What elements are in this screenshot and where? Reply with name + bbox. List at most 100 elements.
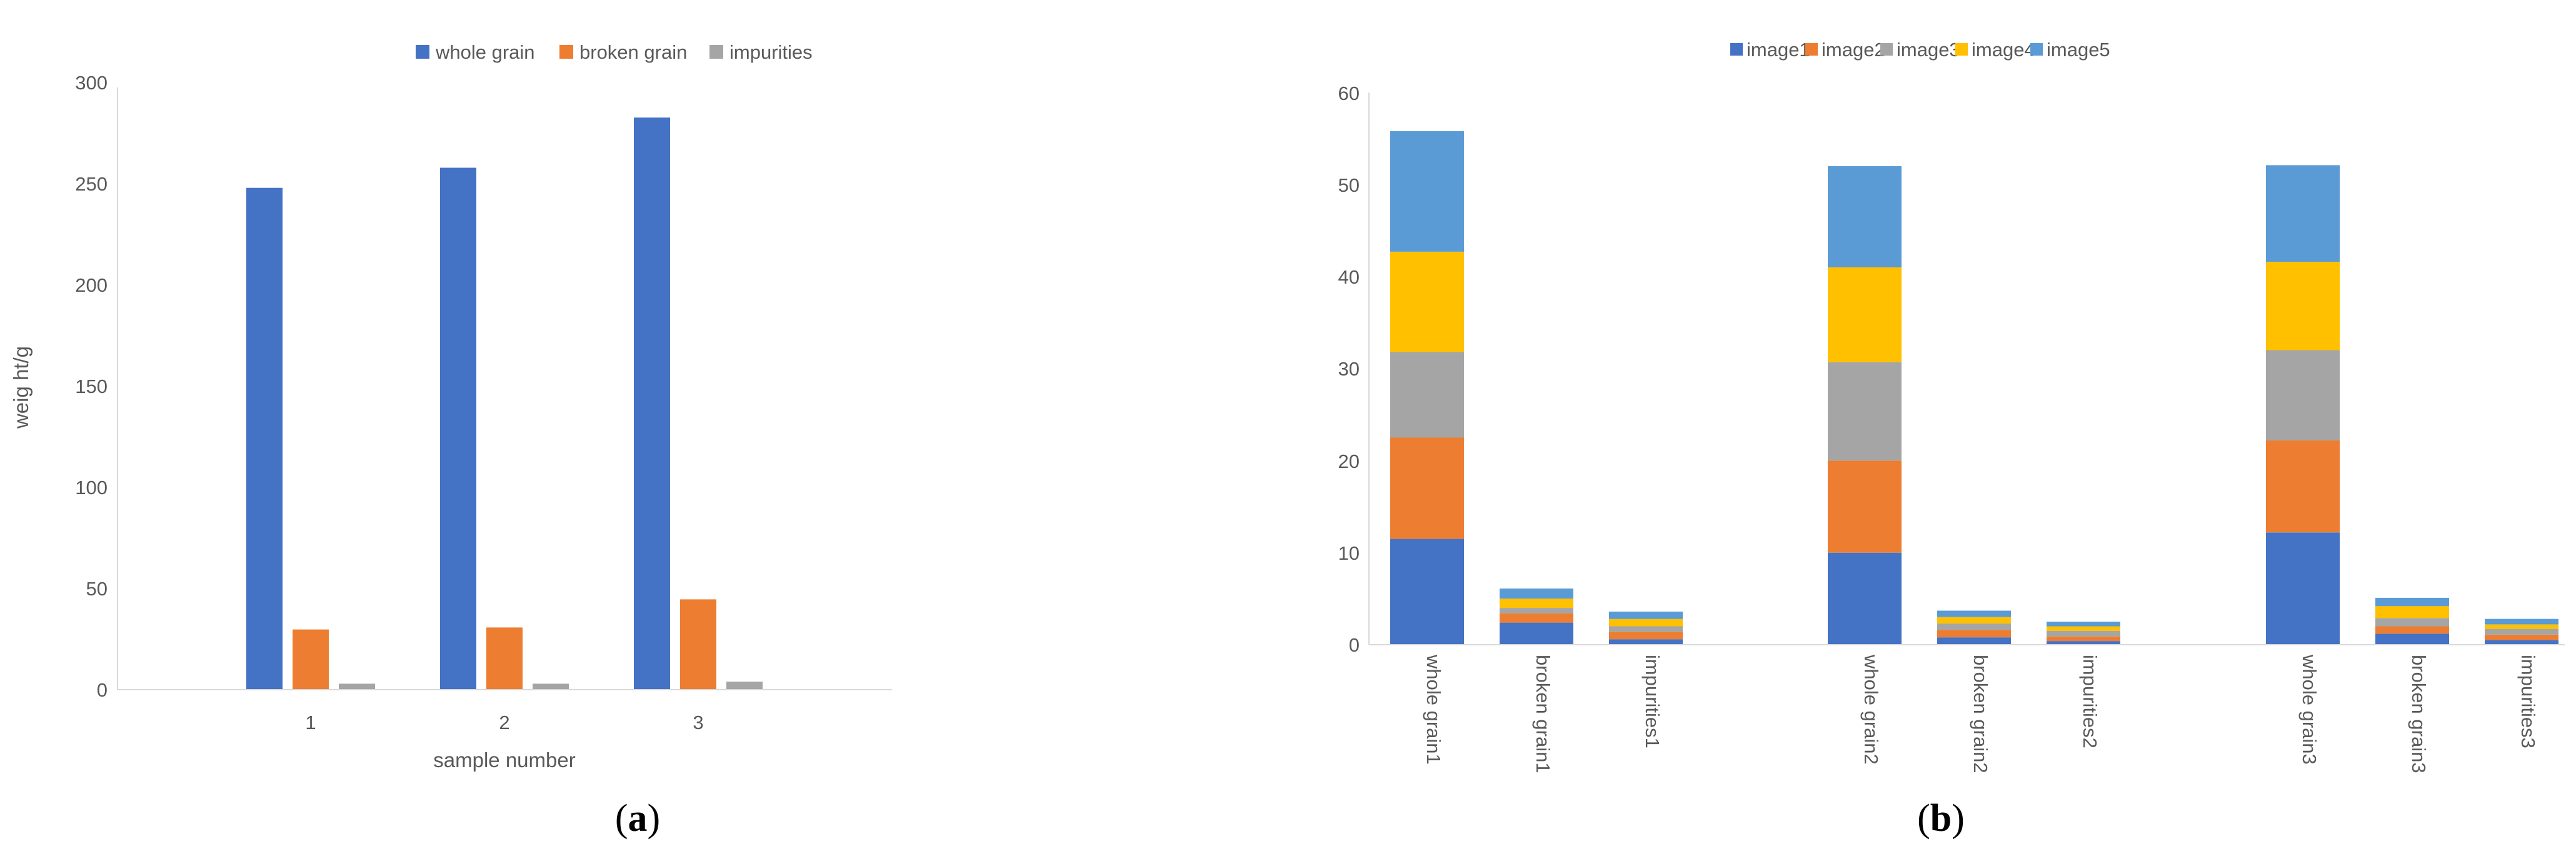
bar-whole-grain-sample-2 (440, 167, 476, 690)
panel-label-a: (a) (615, 797, 660, 840)
bar-segment-image3-impurities2 (2047, 630, 2120, 637)
bar-segment-image3-whole-grain1 (1390, 352, 1464, 438)
chart-b-bars (1390, 131, 2558, 645)
bar-segment-image2-whole-grain1 (1390, 437, 1464, 539)
bar-segment-image4-impurities3 (2485, 624, 2558, 629)
bar-segment-image4-impurities1 (1609, 618, 1683, 627)
x-tick-label: 1 (305, 712, 316, 733)
bar-segment-image2-impurities1 (1609, 632, 1683, 640)
bar-segment-image3-impurities1 (1609, 626, 1683, 632)
legend-label-image1: image1 (1747, 39, 1810, 61)
bar-segment-image2-broken-grain3 (2375, 626, 2449, 634)
bar-segment-image1-broken-grain1 (1500, 622, 1573, 645)
x-tick-label: broken grain1 (1532, 655, 1554, 773)
bar-segment-image3-whole-grain2 (1828, 362, 1902, 461)
bar-broken-grain-sample-2 (486, 627, 523, 690)
y-tick-label: 100 (75, 477, 108, 499)
legend-label-impurities: impurities (729, 41, 813, 63)
bar-segment-image4-whole-grain1 (1390, 251, 1464, 352)
chart-b-x-ticks: whole grain1 broken grain1 impurities1 w… (1423, 654, 2539, 773)
bar-segment-image2-impurities2 (2047, 636, 2120, 642)
x-tick-label: 3 (693, 712, 703, 733)
chart-a-legend: whole grain broken grain impurities (416, 41, 813, 63)
bar-impurities-sample-3 (726, 682, 763, 690)
bar-segment-image4-broken-grain2 (1937, 617, 2011, 624)
bar-segment-image2-broken-grain1 (1500, 613, 1573, 623)
bar-segment-image1-impurities1 (1609, 639, 1683, 645)
bar-segment-image5-whole-grain3 (2266, 165, 2340, 262)
legend-swatch-image2 (1805, 43, 1818, 56)
x-tick-label: impurities2 (2079, 655, 2101, 748)
bar-whole-grain-sample-3 (634, 117, 670, 690)
bar-segment-image5-broken-grain1 (1500, 588, 1573, 599)
legend-swatch-image5 (2030, 43, 2043, 56)
chart-a-y-axis-title: weig ht/g (9, 346, 33, 429)
bar-broken-grain-sample-3 (680, 599, 716, 690)
x-tick-label: whole grain3 (2298, 654, 2320, 765)
x-tick-label: broken grain2 (1970, 655, 1992, 773)
bar-segment-image1-broken-grain3 (2375, 633, 2449, 645)
bar-segment-image4-whole-grain3 (2266, 262, 2340, 350)
chart-a-y-ticks: 0 50 100 150 200 250 300 (75, 72, 108, 701)
x-tick-label: whole grain1 (1423, 654, 1445, 765)
legend-swatch-image1 (1730, 43, 1743, 56)
y-tick-label: 40 (1338, 266, 1360, 288)
bar-impurities-sample-2 (533, 683, 569, 690)
bar-segment-image5-impurities1 (1609, 612, 1683, 619)
bar-segment-image1-impurities2 (2047, 641, 2120, 645)
bar-segment-image3-broken-grain3 (2375, 618, 2449, 627)
legend-label-image5: image5 (2047, 39, 2110, 61)
bar-segment-image4-broken-grain3 (2375, 606, 2449, 618)
chart-b-y-ticks: 0 10 20 30 40 50 60 (1338, 82, 1360, 656)
x-tick-label: impurities1 (1641, 655, 1663, 748)
legend-label-broken-grain: broken grain (579, 41, 687, 63)
bar-segment-image1-broken-grain2 (1937, 637, 2011, 645)
bar-segment-image5-broken-grain2 (1937, 610, 2011, 617)
x-tick-label: whole grain2 (1860, 654, 1882, 765)
chart-a-x-ticks: 1 2 3 (305, 712, 703, 733)
bar-segment-image1-impurities3 (2485, 640, 2558, 645)
bar-segment-image3-broken-grain1 (1500, 608, 1573, 613)
bar-segment-image4-broken-grain1 (1500, 598, 1573, 608)
legend-label-image2: image2 (1822, 39, 1885, 61)
x-tick-label: 2 (499, 712, 509, 733)
legend-label-image3: image3 (1897, 39, 1960, 61)
chart-a-x-axis-title: sample number (433, 748, 575, 772)
bar-segment-image5-impurities2 (2047, 622, 2120, 627)
bar-segment-image2-whole-grain3 (2266, 440, 2340, 533)
chart-b-legend: image1 image2 image3 image4 image5 (1730, 39, 2110, 61)
bar-segment-image3-whole-grain3 (2266, 350, 2340, 440)
bar-segment-image2-broken-grain2 (1937, 630, 2011, 638)
y-tick-label: 50 (1338, 174, 1360, 196)
bar-impurities-sample-1 (339, 683, 375, 690)
legend-label-image4: image4 (1972, 39, 2035, 61)
bar-segment-image5-whole-grain1 (1390, 131, 1464, 252)
legend-label-whole-grain: whole grain (435, 41, 535, 63)
y-tick-label: 20 (1338, 450, 1360, 472)
legend-swatch-impurities (709, 45, 723, 59)
bar-whole-grain-sample-1 (246, 187, 283, 690)
bar-segment-image1-whole-grain2 (1828, 552, 1902, 645)
bar-segment-image4-whole-grain2 (1828, 267, 1902, 362)
bar-broken-grain-sample-1 (293, 629, 329, 690)
y-tick-label: 30 (1338, 358, 1360, 380)
y-tick-label: 10 (1338, 542, 1360, 564)
y-tick-label: 250 (75, 173, 108, 195)
chart-a: whole grain broken grain impurities 0 50… (9, 41, 892, 840)
bar-segment-image3-impurities3 (2485, 629, 2558, 635)
chart-b: image1 image2 image3 image4 image5 0 10 … (1338, 39, 2565, 840)
y-tick-label: 200 (75, 274, 108, 296)
x-tick-label: broken grain3 (2408, 655, 2430, 773)
bar-segment-image2-impurities3 (2485, 634, 2558, 640)
y-tick-label: 0 (1349, 634, 1360, 656)
legend-swatch-whole-grain (416, 45, 429, 59)
y-tick-label: 60 (1338, 82, 1360, 104)
bar-segment-image5-broken-grain3 (2375, 597, 2449, 607)
x-tick-label: impurities3 (2517, 655, 2539, 748)
panel-label-b: (b) (1917, 797, 1965, 840)
bar-segment-image3-broken-grain2 (1937, 623, 2011, 630)
y-tick-label: 0 (97, 679, 108, 701)
legend-swatch-image3 (1880, 43, 1893, 56)
y-tick-label: 300 (75, 72, 108, 94)
